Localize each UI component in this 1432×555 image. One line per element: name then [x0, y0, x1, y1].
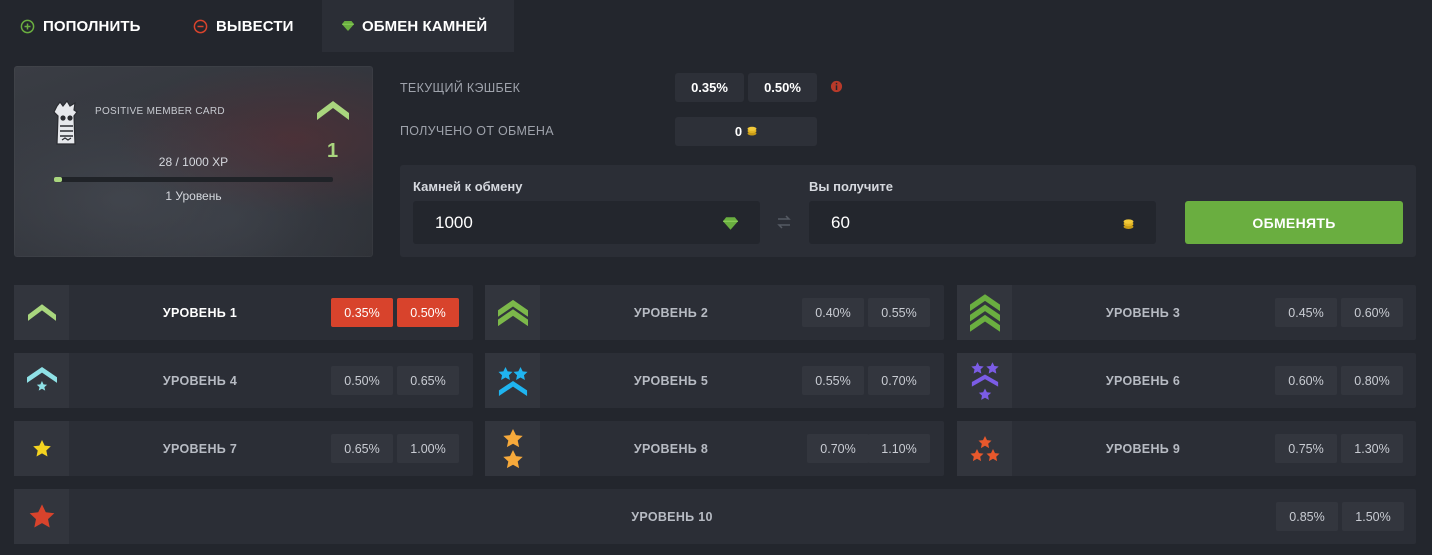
coin-icon: [747, 124, 757, 139]
chevron-star-icon: [26, 366, 57, 391]
xp-progress-fill: [54, 177, 62, 182]
level-2-badge: [485, 285, 540, 340]
level-row-7: УРОВЕНЬ 7 0.65% 1.00%: [14, 421, 473, 476]
level-percent-2: 1.30%: [1341, 434, 1403, 463]
level-5-badge: [485, 353, 540, 408]
gems-to-exchange-label: Камней к обмену: [413, 179, 523, 194]
level-1-badge: [14, 285, 69, 340]
you-receive-label: Вы получите: [809, 179, 894, 194]
level-name: УРОВЕНЬ 8: [633, 441, 709, 456]
rank-chevron-icon: [317, 101, 349, 126]
level-name: УРОВЕНЬ 1: [162, 305, 238, 320]
level-percent-2: 1.10%: [868, 434, 930, 463]
level-name: УРОВЕНЬ 2: [633, 305, 709, 320]
xp-text: 28 / 1000 XP: [158, 155, 229, 169]
level-percent-1: 0.40%: [802, 298, 864, 327]
exchange-panel: Камней к обмену 1000 Вы получите 60 ОБМЕ…: [400, 165, 1416, 257]
three-stars-icon: [970, 435, 999, 461]
level-percent-2: 0.50%: [397, 298, 459, 327]
level-name: УРОВЕНЬ 3: [1105, 305, 1181, 320]
level-percent-1: 0.75%: [1275, 434, 1337, 463]
level-percent-1: 0.55%: [802, 366, 864, 395]
level-row-1: УРОВЕНЬ 1 0.35% 0.50%: [14, 285, 473, 340]
tab-bar: ПОПОЛНИТЬ ВЫВЕСТИ ОБМЕН КАМНЕЙ: [0, 0, 1432, 52]
level-percent-2: 0.55%: [868, 298, 930, 327]
tab-withdraw-label: ВЫВЕСТИ: [216, 17, 294, 35]
star-icon: [32, 439, 51, 456]
level-row-10: УРОВЕНЬ 10 0.85% 1.50%: [14, 489, 1416, 544]
swap-arrows-icon[interactable]: [776, 214, 792, 235]
two-stars-chevron-icon: [497, 366, 528, 396]
level-row-4: УРОВЕНЬ 4 0.50% 0.65%: [14, 353, 473, 408]
level-name: УРОВЕНЬ 6: [1105, 373, 1181, 388]
tab-gem-exchange[interactable]: ОБМЕН КАМНЕЙ: [322, 0, 514, 52]
chevron-2-icon: [497, 299, 528, 326]
received-value: 0: [734, 124, 743, 139]
skull-logo-icon: [50, 99, 82, 151]
level-6-badge: [957, 353, 1012, 408]
card-level-text: 1 Уровень: [165, 189, 222, 203]
level-row-5: УРОВЕНЬ 5 0.55% 0.70%: [485, 353, 944, 408]
gem-icon: [342, 21, 354, 31]
red-star-icon: [29, 503, 54, 527]
level-percent-1: 0.35%: [331, 298, 393, 327]
receive-amount-input[interactable]: 60: [809, 201, 1156, 244]
level-percent-2: 0.65%: [397, 366, 459, 395]
tab-withdraw[interactable]: ВЫВЕСТИ: [193, 0, 293, 52]
coin-icon: [1123, 215, 1134, 235]
tab-exchange-label: ОБМЕН КАМНЕЙ: [362, 17, 488, 35]
level-percent-1: 0.50%: [331, 366, 393, 395]
chevron-1-icon: [27, 303, 56, 321]
level-percent-1: 0.45%: [1275, 298, 1337, 327]
level-percent-2: 0.70%: [868, 366, 930, 395]
level-row-2: УРОВЕНЬ 2 0.40% 0.55%: [485, 285, 944, 340]
exchange-button[interactable]: ОБМЕНЯТЬ: [1185, 201, 1403, 244]
level-name: УРОВЕНЬ 4: [162, 373, 238, 388]
tab-topup[interactable]: ПОПОЛНИТЬ: [20, 0, 141, 52]
level-3-badge: [957, 285, 1012, 340]
level-row-8: УРОВЕНЬ 8 0.70% 1.10%: [485, 421, 944, 476]
stars-chevrons-icon: [970, 361, 999, 400]
info-icon[interactable]: [830, 80, 843, 98]
tab-topup-label: ПОПОЛНИТЬ: [43, 17, 141, 35]
level-percent-1: 0.65%: [331, 434, 393, 463]
level-percent-2: 0.80%: [1341, 366, 1403, 395]
cashback-label: ТЕКУЩИЙ КЭШБЕК: [400, 81, 521, 95]
minus-circle-icon: [193, 19, 208, 34]
xp-progress-bar: [54, 177, 333, 182]
level-percent-2: 0.60%: [1341, 298, 1403, 327]
card-title: POSITIVE MEMBER CARD: [95, 106, 225, 117]
chevron-3-icon: [969, 293, 1000, 332]
level-percent-2: 1.50%: [1342, 502, 1404, 531]
level-percent-1: 0.70%: [807, 434, 869, 463]
level-percent-1: 0.85%: [1276, 502, 1338, 531]
plus-circle-icon: [20, 19, 35, 34]
card-level-number: 1: [327, 140, 339, 162]
level-row-9: УРОВЕНЬ 9 0.75% 1.30%: [957, 421, 1416, 476]
level-4-badge: [14, 353, 69, 408]
two-stars-icon: [502, 428, 523, 468]
level-name: УРОВЕНЬ 10: [631, 509, 713, 524]
receive-amount-value: 60: [831, 212, 850, 232]
gem-icon: [723, 215, 738, 235]
level-percent-2: 1.00%: [397, 434, 459, 463]
level-10-badge: [14, 489, 69, 544]
level-8-badge: [485, 421, 540, 476]
level-7-badge: [14, 421, 69, 476]
level-9-badge: [957, 421, 1012, 476]
member-card: POSITIVE MEMBER CARD 1 28 / 1000 XP 1 Ур…: [14, 66, 373, 257]
level-percent-1: 0.60%: [1275, 366, 1337, 395]
level-row-6: УРОВЕНЬ 6 0.60% 0.80%: [957, 353, 1416, 408]
received-label: ПОЛУЧЕНО ОТ ОБМЕНА: [400, 124, 554, 138]
received-value-pill: 0: [675, 117, 817, 146]
gems-amount-input[interactable]: 1000: [413, 201, 760, 244]
cashback-value-2: 0.50%: [748, 73, 817, 102]
level-name: УРОВЕНЬ 7: [162, 441, 238, 456]
level-row-3: УРОВЕНЬ 3 0.45% 0.60%: [957, 285, 1416, 340]
level-name: УРОВЕНЬ 9: [1105, 441, 1181, 456]
level-name: УРОВЕНЬ 5: [633, 373, 709, 388]
cashback-value-1: 0.35%: [675, 73, 744, 102]
gems-amount-value: 1000: [435, 212, 473, 232]
